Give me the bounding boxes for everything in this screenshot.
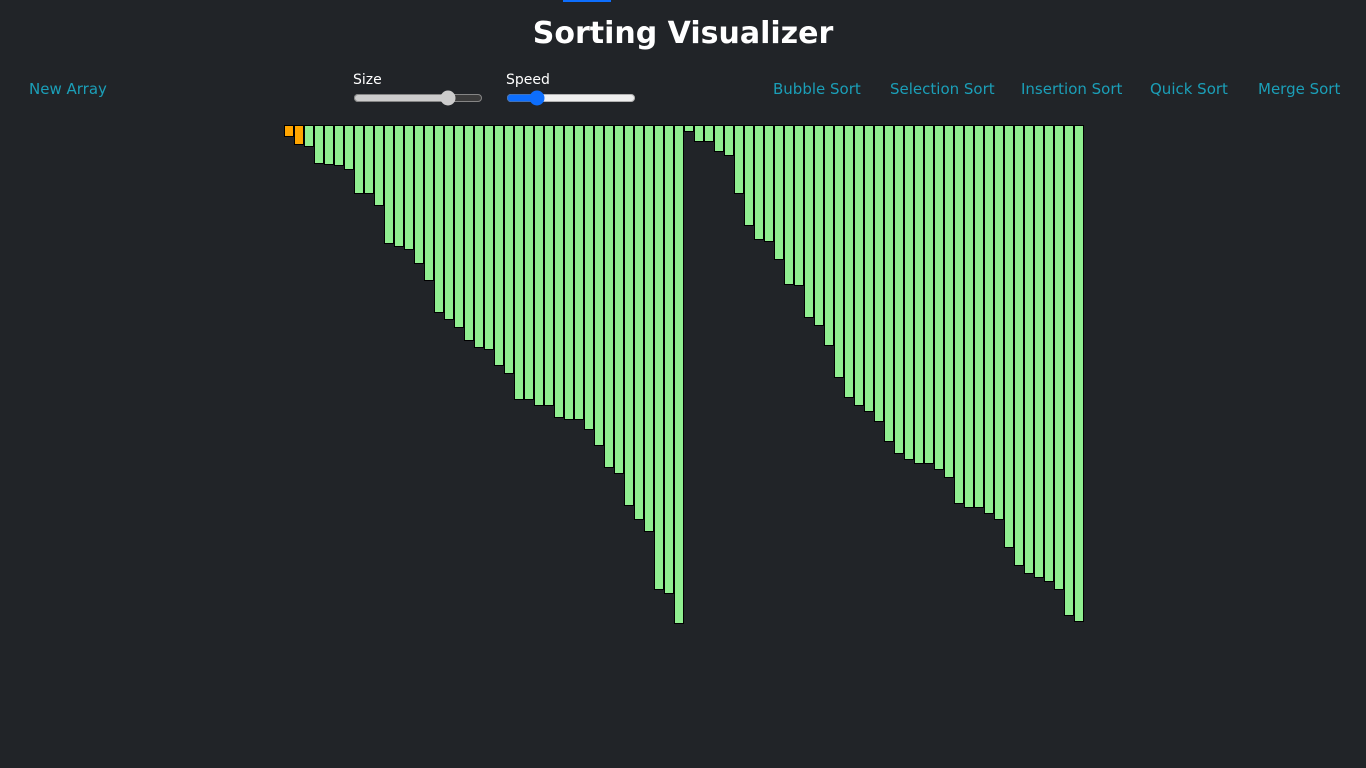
array-bar (894, 125, 904, 454)
array-bar (584, 125, 594, 430)
array-bar (614, 125, 624, 474)
array-bar (994, 125, 1004, 520)
array-bar (284, 125, 294, 137)
array-bar (404, 125, 414, 250)
array-bar (804, 125, 814, 318)
array-bar (624, 125, 634, 506)
array-bar (704, 125, 714, 142)
array-bar (774, 125, 784, 260)
array-bar (864, 125, 874, 412)
array-bar (784, 125, 794, 285)
array-bar (514, 125, 524, 400)
array-bar (824, 125, 834, 346)
array-bar (664, 125, 674, 594)
algorithm-button[interactable]: Quick Sort (1150, 80, 1228, 98)
array-bar (534, 125, 544, 406)
array-bar (1034, 125, 1044, 578)
array-bar (884, 125, 894, 442)
array-bar (714, 125, 724, 152)
new-array-button[interactable]: New Array (29, 80, 107, 98)
array-bar (594, 125, 604, 446)
array-bar (424, 125, 434, 281)
array-bar (544, 125, 554, 406)
array-bar (964, 125, 974, 508)
array-bar (454, 125, 464, 328)
array-bar (564, 125, 574, 420)
size-control: Size (353, 72, 483, 106)
array-bar (974, 125, 984, 508)
array-bar (644, 125, 654, 532)
array-bar (904, 125, 914, 460)
title: Sorting Visualizer (532, 16, 834, 51)
array-bar (504, 125, 514, 374)
array-bar (1004, 125, 1014, 548)
array-bar (394, 125, 404, 247)
speed-slider[interactable] (506, 90, 636, 106)
algorithm-button[interactable]: Selection Sort (890, 80, 995, 98)
array-bar (684, 125, 694, 132)
array-bar (1074, 125, 1084, 622)
array-bar (324, 125, 334, 165)
array-bar (944, 125, 954, 478)
array-bar (874, 125, 884, 422)
array-bar (604, 125, 614, 468)
array-bar (294, 125, 304, 145)
array-bar (744, 125, 754, 226)
algorithm-button[interactable]: Insertion Sort (1021, 80, 1123, 98)
array-bar (474, 125, 484, 348)
array-bar (844, 125, 854, 398)
speed-control: Speed (506, 72, 636, 106)
tab-indicator (563, 0, 611, 2)
array-bar (464, 125, 474, 341)
array-bar (374, 125, 384, 206)
array-bar (364, 125, 374, 194)
array-bar (924, 125, 934, 464)
array-bar (1044, 125, 1054, 582)
array-bar (304, 125, 314, 147)
array-bar (524, 125, 534, 400)
size-label: Size (353, 72, 382, 88)
array-bar (674, 125, 684, 624)
array-bar (414, 125, 424, 264)
array-bar (334, 125, 344, 166)
array-bar (1014, 125, 1024, 566)
array-bar (314, 125, 324, 164)
array-bar (794, 125, 804, 286)
array-bar (814, 125, 824, 326)
array-bar (634, 125, 644, 520)
array-bar (834, 125, 844, 378)
array-bar (724, 125, 734, 156)
array-bar (574, 125, 584, 420)
array-bar (914, 125, 924, 464)
array-bar (444, 125, 454, 320)
array-bar (554, 125, 564, 418)
array-bar (694, 125, 704, 142)
array-bar (734, 125, 744, 194)
array-bar (1024, 125, 1034, 574)
array-bar (434, 125, 444, 313)
size-slider[interactable] (353, 90, 483, 106)
array-bar (984, 125, 994, 514)
array-bar (484, 125, 494, 350)
algorithm-button[interactable]: Merge Sort (1258, 80, 1341, 98)
array-bar (1064, 125, 1074, 616)
array-bar (354, 125, 364, 194)
speed-label: Speed (506, 72, 550, 88)
array-bar (934, 125, 944, 470)
algorithm-button[interactable]: Bubble Sort (773, 80, 861, 98)
array-bar (344, 125, 354, 170)
array-bar (764, 125, 774, 242)
array-bar (954, 125, 964, 504)
array-bar (494, 125, 504, 366)
array-bar (754, 125, 764, 240)
array-bar (384, 125, 394, 244)
array-bar (1054, 125, 1064, 590)
array-bar (654, 125, 664, 590)
array-bar (854, 125, 864, 406)
